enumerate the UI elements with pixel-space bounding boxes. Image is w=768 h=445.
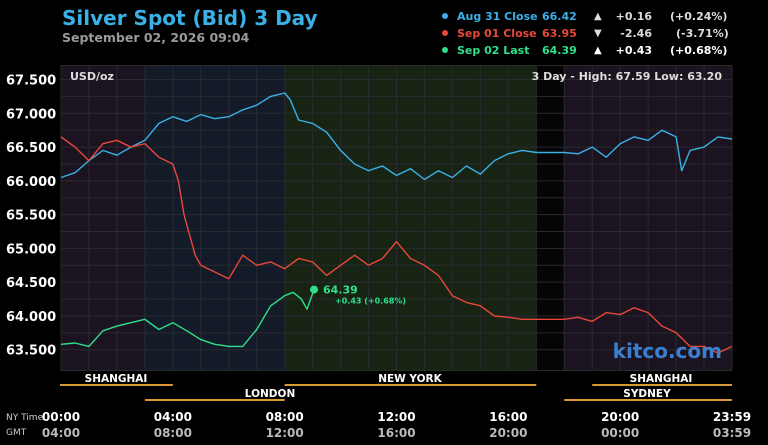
down-arrow-icon: ▼	[594, 28, 602, 39]
series-line	[60, 136, 733, 354]
x-tick-label-ny: 23:59	[713, 410, 751, 424]
legend-name: Aug 31 Close	[457, 10, 538, 23]
x-tick-label-gmt: 03:59	[713, 426, 751, 440]
session-label: SHANGHAI	[85, 373, 148, 385]
y-tick-label: 66.000	[6, 175, 56, 190]
legend-change: +0.43	[615, 44, 652, 57]
chart-grid	[60, 66, 733, 370]
session-bars: SHANGHAI NEW YORK SHANGHAI LONDON SYDNEY	[60, 373, 732, 401]
x-tick-label-gmt: 00:00	[601, 426, 639, 440]
legend-percent: (+0.24%)	[670, 10, 728, 23]
session-label: NEW YORK	[378, 373, 442, 385]
x-tick-label-ny: 08:00	[266, 410, 304, 424]
legend-value: 66.42	[542, 10, 577, 23]
chart-timestamp: September 02, 2026 09:04	[62, 30, 250, 45]
y-tick-label: 65.500	[6, 209, 56, 224]
x-tick-label-ny: 16:00	[489, 410, 527, 424]
legend-percent: (+0.68%)	[670, 44, 728, 57]
legend-change: +0.16	[615, 10, 652, 23]
session-label: LONDON	[245, 388, 295, 400]
y-tick-label: 64.500	[6, 276, 56, 291]
legend-value: 63.95	[542, 27, 577, 40]
x-tick-label-gmt: 20:00	[489, 426, 527, 440]
series-line	[60, 289, 315, 348]
series-lines	[60, 92, 733, 354]
session-shade	[284, 66, 537, 370]
current-value-label: 64.39	[323, 284, 358, 297]
legend-dot-icon	[442, 47, 448, 53]
legend-dot-icon	[442, 30, 448, 36]
unit-label: USD/oz	[70, 70, 114, 83]
session-shade	[536, 66, 565, 370]
x-tick-label-ny: 12:00	[377, 410, 415, 424]
kitco-watermark: kitco.com	[613, 339, 722, 363]
session-shade	[61, 66, 145, 370]
chart-title: Silver Spot (Bid) 3 Day	[62, 6, 318, 30]
x-tick-label-gmt: 16:00	[377, 426, 415, 440]
current-change-label: +0.43 (+0.68%)	[335, 297, 406, 306]
session-label: SYDNEY	[623, 388, 671, 400]
y-tick-label: 63.500	[6, 344, 56, 359]
current-point-marker	[310, 285, 319, 294]
x-tick-label-ny: 00:00	[42, 410, 80, 424]
legend-percent: (-3.71%)	[676, 27, 729, 40]
x-tick-label-gmt: 04:00	[42, 426, 80, 440]
range-label: 3 Day - High: 67.59 Low: 63.20	[532, 70, 723, 83]
legend-dot-icon	[442, 13, 448, 19]
series-line	[60, 92, 733, 181]
legend-name: Sep 01 Close	[457, 27, 537, 40]
session-label: SHANGHAI	[630, 373, 693, 385]
y-tick-label: 67.000	[6, 107, 56, 122]
session-shade	[144, 66, 285, 370]
gmt-row-label: GMT	[6, 428, 27, 438]
legend-change: -2.46	[620, 27, 652, 40]
up-arrow-icon: ▲	[594, 11, 602, 22]
up-arrow-icon: ▲	[594, 45, 602, 56]
y-tick-label: 65.000	[6, 242, 56, 257]
y-tick-label: 66.500	[6, 141, 56, 156]
legend-value: 64.39	[542, 44, 577, 57]
x-tick-label-gmt: 12:00	[266, 426, 304, 440]
x-tick-label-ny: 20:00	[601, 410, 639, 424]
x-tick-label-ny: 04:00	[154, 410, 192, 424]
y-tick-label: 64.000	[6, 310, 56, 325]
ny-time-row-label: NY Time	[6, 413, 44, 423]
legend-name: Sep 02 Last	[457, 44, 530, 57]
x-tick-label-gmt: 08:00	[154, 426, 192, 440]
axis-labels: 67.500 67.000 66.500 66.000 65.500 65.000 64.5…	[6, 70, 751, 440]
y-tick-label: 67.500	[6, 74, 56, 89]
